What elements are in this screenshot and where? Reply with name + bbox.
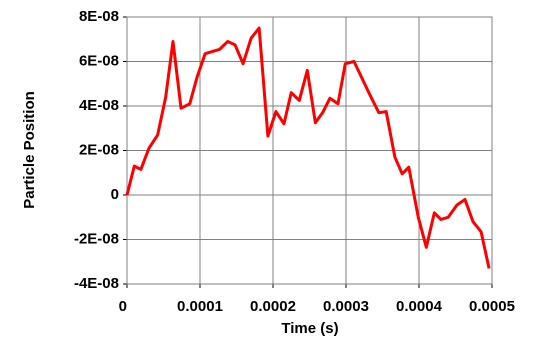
y-tick-label: 4E-08: [79, 97, 119, 114]
y-tick-label: 2E-08: [79, 141, 119, 158]
y-axis-label: Particle Position: [21, 91, 38, 209]
x-axis-label: Time (s): [281, 320, 338, 337]
y-tick-label: -2E-08: [74, 230, 119, 247]
y-tick-label: 8E-08: [79, 8, 119, 25]
data-line: [125, 26, 491, 269]
y-tick-label: -4E-08: [74, 275, 119, 292]
plot-frame: [126, 16, 493, 285]
y-tick-label: 0: [111, 186, 119, 203]
x-tick-label: 0: [119, 298, 127, 315]
x-tick-label: 0.0001: [177, 298, 223, 315]
x-tick-label: 0.0002: [250, 298, 296, 315]
y-tick-label: 6E-08: [79, 52, 119, 69]
x-tick-label: 0.0005: [469, 298, 515, 315]
x-tick-label: 0.0003: [323, 298, 369, 315]
x-tick-label: 0.0004: [396, 298, 443, 315]
